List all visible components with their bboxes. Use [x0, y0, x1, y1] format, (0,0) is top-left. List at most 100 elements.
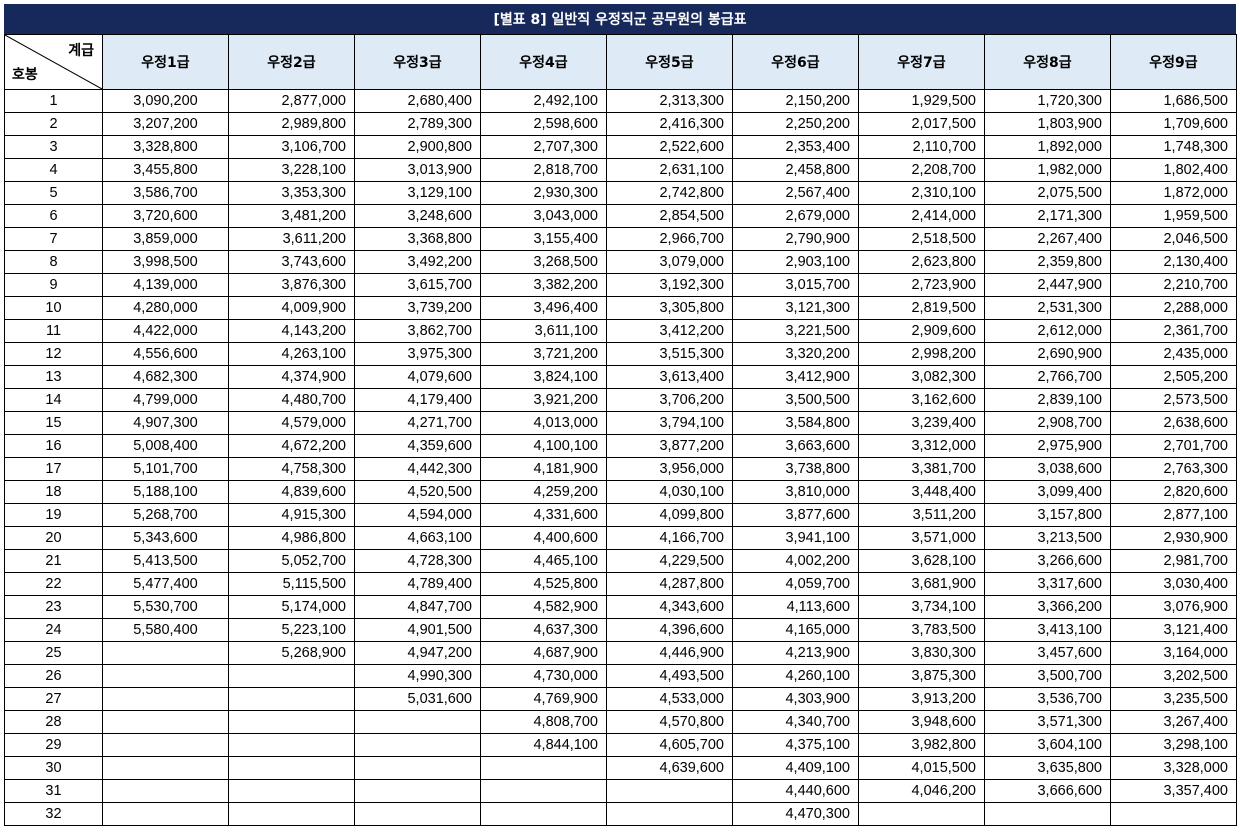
salary-value-cell: 4,582,900 — [480, 595, 607, 619]
salary-value-cell: 1,872,000 — [1110, 181, 1237, 205]
salary-value-cell: 3,635,800 — [984, 756, 1111, 780]
step-number-cell: 15 — [4, 411, 103, 435]
step-number-cell: 25 — [4, 641, 103, 665]
salary-value-cell: 3,317,600 — [984, 572, 1111, 596]
salary-value-cell: 4,663,100 — [354, 526, 481, 550]
salary-value-cell: 4,113,600 — [732, 595, 859, 619]
salary-value-cell: 3,584,800 — [732, 411, 859, 435]
salary-value-cell: 3,720,600 — [102, 204, 229, 228]
salary-value-cell: 4,166,700 — [606, 526, 733, 550]
salary-value-cell: 2,854,500 — [606, 204, 733, 228]
salary-value-cell: 1,929,500 — [858, 89, 985, 113]
table-row: 10 4,280,000 4,009,900 3,739,200 3,496,400 3,… — [4, 296, 1237, 320]
salary-value-cell: 2,518,500 — [858, 227, 985, 251]
salary-value-cell: 3,121,300 — [732, 296, 859, 320]
salary-value-cell — [228, 756, 355, 780]
salary-value-cell: 4,687,900 — [480, 641, 607, 665]
salary-value-cell: 4,303,900 — [732, 687, 859, 711]
salary-value-cell: 4,013,000 — [480, 411, 607, 435]
diagonal-divider — [5, 35, 102, 89]
step-number-cell: 31 — [4, 779, 103, 803]
salary-value-cell: 5,031,600 — [354, 687, 481, 711]
table-row: 20 5,343,600 4,986,800 4,663,100 4,400,600 4,… — [4, 526, 1237, 550]
salary-value-cell: 3,129,100 — [354, 181, 481, 205]
salary-value-cell: 2,966,700 — [606, 227, 733, 251]
salary-value-cell: 3,877,200 — [606, 434, 733, 458]
salary-value-cell: 3,213,500 — [984, 526, 1111, 550]
salary-value-cell: 4,263,100 — [228, 342, 355, 366]
salary-value-cell: 2,505,200 — [1110, 365, 1237, 389]
salary-value-cell — [102, 733, 229, 757]
table-row: 30 4,639,600 4,409,100 4,015,500 3,635,800 3,… — [4, 756, 1237, 780]
salary-value-cell: 3,155,400 — [480, 227, 607, 251]
salary-value-cell: 4,799,000 — [102, 388, 229, 412]
salary-value-cell: 3,164,000 — [1110, 641, 1237, 665]
salary-value-cell: 2,909,600 — [858, 319, 985, 343]
salary-value-cell: 4,480,700 — [228, 388, 355, 412]
salary-value-cell: 3,192,300 — [606, 273, 733, 297]
salary-value-cell: 3,082,300 — [858, 365, 985, 389]
step-number-cell: 6 — [4, 204, 103, 228]
salary-value-cell — [606, 802, 733, 826]
table-title: [별표 8] 일반직 우정직군 공무원의 봉급표 — [4, 4, 1236, 34]
salary-value-cell: 3,328,800 — [102, 135, 229, 159]
step-number-cell: 11 — [4, 319, 103, 343]
salary-value-cell: 3,412,900 — [732, 365, 859, 389]
table-row: 2 3,207,200 2,989,800 2,789,300 2,598,600 2,4… — [4, 112, 1237, 136]
salary-value-cell: 4,229,500 — [606, 549, 733, 573]
salary-value-cell: 2,623,800 — [858, 250, 985, 274]
table-row: 8 3,998,500 3,743,600 3,492,200 3,268,500 3,0… — [4, 250, 1237, 274]
table-row: 18 5,188,100 4,839,600 4,520,500 4,259,200 4,… — [4, 480, 1237, 504]
salary-value-cell: 3,511,200 — [858, 503, 985, 527]
salary-value-cell — [102, 664, 229, 688]
grade-header-cell: 우정4급 — [480, 34, 607, 90]
salary-value-cell — [102, 641, 229, 665]
salary-value-cell: 3,239,400 — [858, 411, 985, 435]
table-row: 1 3,090,200 2,877,000 2,680,400 2,492,100 2,3… — [4, 89, 1237, 113]
salary-value-cell: 2,690,900 — [984, 342, 1111, 366]
salary-value-cell: 2,930,900 — [1110, 526, 1237, 550]
salary-value-cell: 1,686,500 — [1110, 89, 1237, 113]
salary-value-cell: 4,605,700 — [606, 733, 733, 757]
salary-value-cell: 3,743,600 — [228, 250, 355, 274]
salary-value-cell — [354, 802, 481, 826]
salary-value-cell: 2,208,700 — [858, 158, 985, 182]
salary-value-cell — [480, 756, 607, 780]
salary-value-cell: 2,458,800 — [732, 158, 859, 182]
salary-value-cell: 3,266,600 — [984, 549, 1111, 573]
salary-value-cell: 4,331,600 — [480, 503, 607, 527]
salary-value-cell: 4,400,600 — [480, 526, 607, 550]
step-number-cell: 7 — [4, 227, 103, 251]
salary-value-cell: 3,859,000 — [102, 227, 229, 251]
salary-value-cell: 3,106,700 — [228, 135, 355, 159]
salary-value-cell: 3,368,800 — [354, 227, 481, 251]
salary-value-cell: 2,766,700 — [984, 365, 1111, 389]
salary-value-cell: 3,496,400 — [480, 296, 607, 320]
salary-value-cell: 4,396,600 — [606, 618, 733, 642]
salary-value-cell: 4,639,600 — [606, 756, 733, 780]
salary-value-cell: 3,038,600 — [984, 457, 1111, 481]
salary-value-cell: 4,637,300 — [480, 618, 607, 642]
salary-value-cell: 3,611,200 — [228, 227, 355, 251]
salary-value-cell: 4,446,900 — [606, 641, 733, 665]
salary-value-cell: 2,046,500 — [1110, 227, 1237, 251]
salary-value-cell: 2,447,900 — [984, 273, 1111, 297]
salary-table-container: [별표 8] 일반직 우정직군 공무원의 봉급표 계급 호봉 우정1급 우정2급 우… — [4, 4, 1237, 826]
salary-value-cell: 2,839,100 — [984, 388, 1111, 412]
salary-value-cell: 5,115,500 — [228, 572, 355, 596]
salary-value-cell: 4,213,900 — [732, 641, 859, 665]
salary-value-cell: 3,267,400 — [1110, 710, 1237, 734]
salary-value-cell: 2,567,400 — [732, 181, 859, 205]
salary-value-cell: 3,628,100 — [858, 549, 985, 573]
salary-value-cell: 2,017,500 — [858, 112, 985, 136]
salary-value-cell — [1110, 802, 1237, 826]
step-number-cell: 17 — [4, 457, 103, 481]
step-number-cell: 1 — [4, 89, 103, 113]
salary-value-cell: 3,706,200 — [606, 388, 733, 412]
salary-value-cell: 1,803,900 — [984, 112, 1111, 136]
step-number-cell: 26 — [4, 664, 103, 688]
step-number-cell: 23 — [4, 595, 103, 619]
salary-value-cell: 3,941,100 — [732, 526, 859, 550]
salary-value-cell — [354, 733, 481, 757]
salary-value-cell: 3,666,600 — [984, 779, 1111, 803]
